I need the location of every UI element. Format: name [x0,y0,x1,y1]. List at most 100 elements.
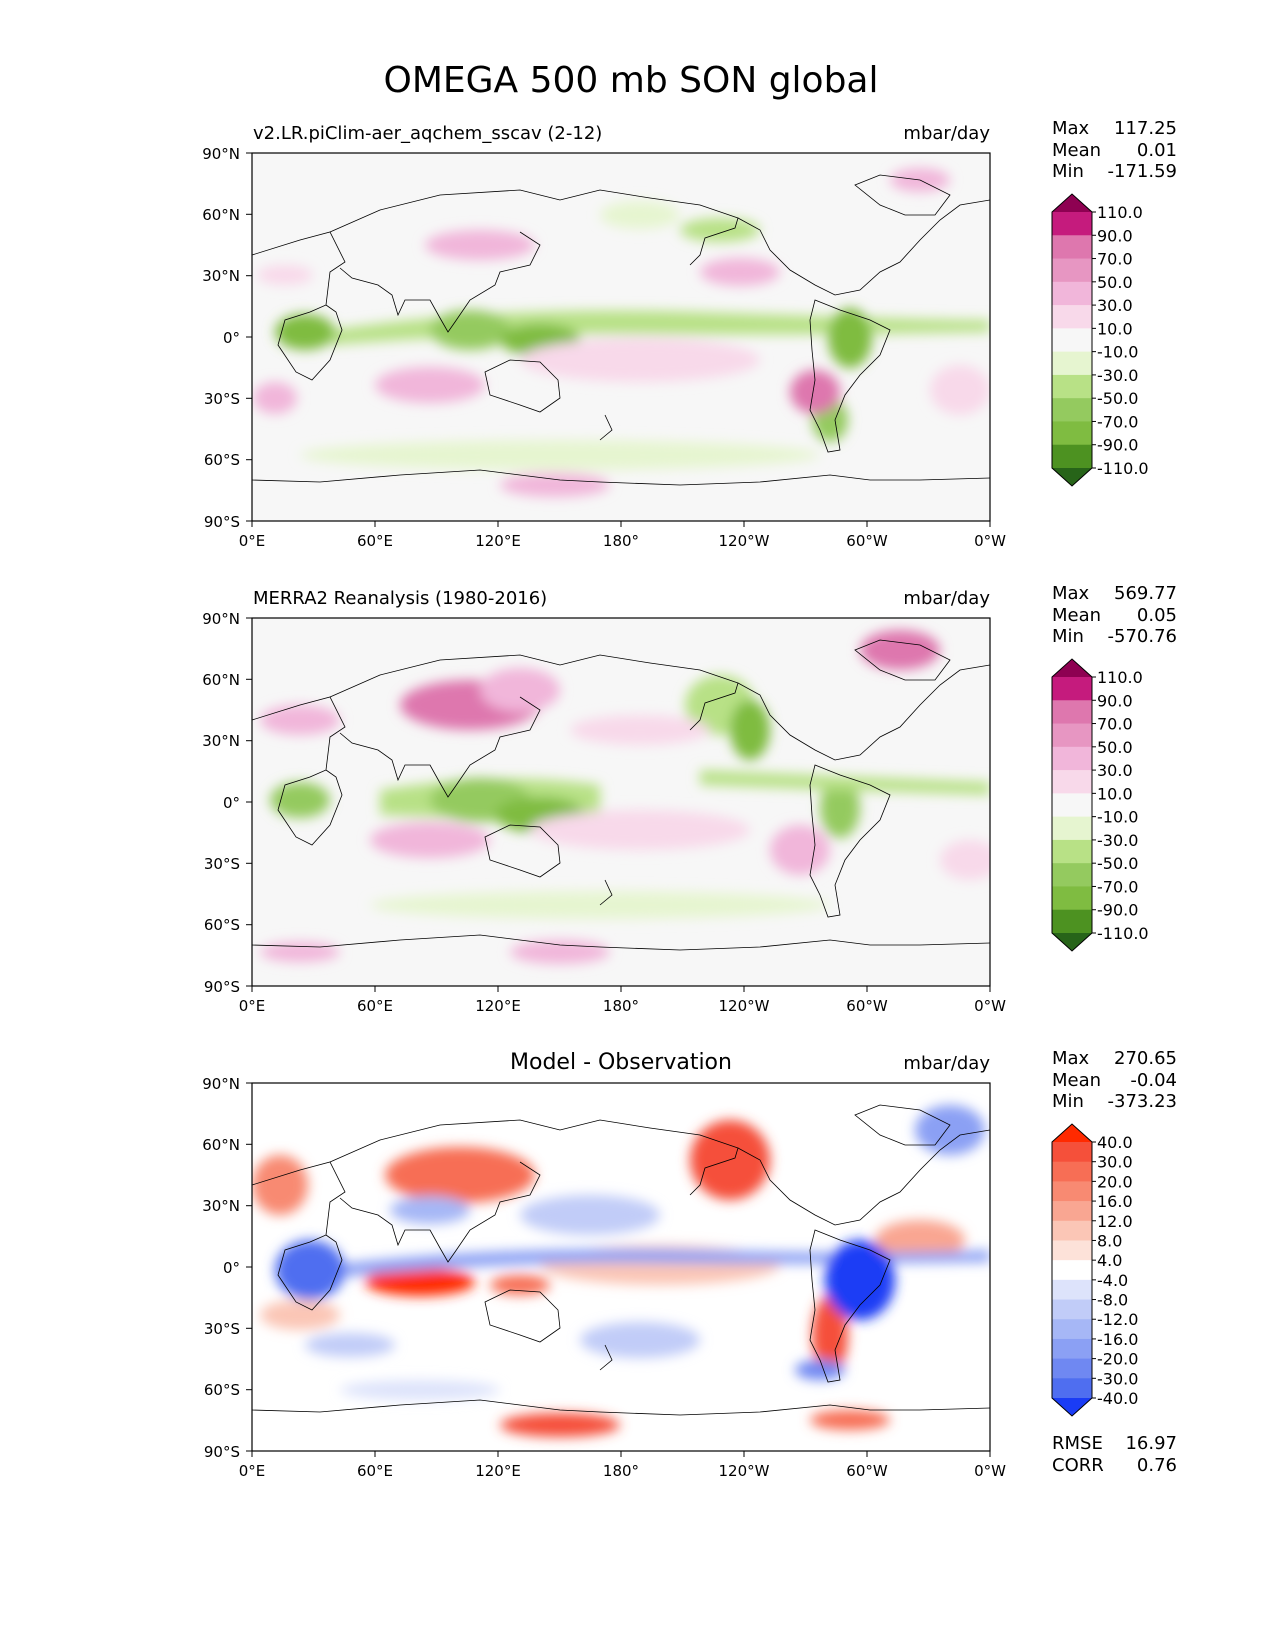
colorbar-segment [1052,328,1092,353]
colorbar-tick-label: -70.0 [1097,877,1138,896]
colorbar-tick-label: -90.0 [1097,436,1138,455]
colorbar-tick-label: -40.0 [1097,1389,1138,1408]
lon-tick-label: 120°W [719,1462,770,1480]
stat-label-corr: CORR [1052,1455,1104,1476]
colorbar-segment [1052,863,1092,887]
colorbar-tick-label: -30.0 [1097,1369,1138,1388]
colorbar-segment [1052,421,1092,446]
stat-value-max: 569.77 [1114,583,1177,604]
panel-observation-lon-ticks: 0°E 60°E 120°E 180° 120°W 60°W 0°W [239,986,1006,1015]
stat-label-max: Max [1052,583,1090,604]
colorbar-segment [1052,746,1092,771]
lat-tick-label: 0° [223,794,240,812]
colorbar-tick-label: 4.0 [1097,1251,1122,1270]
panel-difference-map [252,1083,990,1451]
stat-value-rmse: 16.97 [1125,1433,1177,1454]
lat-tick-label: 0° [223,1259,240,1277]
lat-tick-label: 30°S [204,1320,240,1338]
stat-label-mean: Mean [1052,605,1101,626]
colorbar-segment [1052,374,1092,399]
lat-tick-label: 30°N [202,1197,240,1215]
colorbar-tick-label: 50.0 [1097,273,1133,292]
panel-model: v2.LR.piClim-aer_aqchem_sscav (2-12) mba… [202,118,1177,550]
panel-observation-left-title: MERRA2 Reanalysis (1980-2016) [253,588,547,609]
lon-tick-label: 120°E [475,1462,521,1480]
colorbar-segment [1052,235,1092,260]
lat-tick-label: 60°N [202,1136,240,1154]
stat-label-rmse: RMSE [1052,1433,1103,1454]
stat-label-mean: Mean [1052,140,1101,161]
lon-tick-label: 60°W [846,997,888,1015]
lon-tick-label: 60°E [357,997,393,1015]
colorbar-segment [1052,770,1092,794]
lon-tick-label: 120°W [719,997,770,1015]
stat-value-max: 270.65 [1114,1048,1177,1069]
lon-tick-label: 60°E [357,532,393,550]
colorbar-segment [1052,1358,1092,1379]
colorbar-tick-label: 70.0 [1097,250,1133,269]
panel-observation: MERRA2 Reanalysis (1980-2016) mbar/day [202,583,1177,1015]
colorbar-tick-label: 16.0 [1097,1192,1133,1211]
lat-tick-label: 90°N [202,145,240,163]
colorbar-segment [1052,1201,1092,1222]
colorbar-tick-label: 90.0 [1097,691,1133,710]
colorbar-tick-label: 110.0 [1097,668,1143,687]
panel-observation-units: mbar/day [903,588,990,609]
colorbar-tick-label: -10.0 [1097,343,1138,362]
lat-tick-label: 30°S [204,390,240,408]
lat-tick-label: 90°N [202,1075,240,1093]
colorbar-tick-label: -20.0 [1097,1350,1138,1369]
lat-tick-label: 60°S [204,451,240,469]
colorbar-segment [1052,1338,1092,1360]
stat-value-min: -570.76 [1108,626,1177,647]
colorbar-tick-label: -10.0 [1097,808,1138,827]
panel-model-stats: Max 117.25 Mean 0.01 Min -171.59 [1052,118,1177,182]
panel-observation-map [252,618,990,986]
figure-title: OMEGA 500 mb SON global [384,60,879,101]
colorbar-tick-label: 50.0 [1097,738,1133,757]
colorbar-tick-label: -8.0 [1097,1291,1128,1310]
stat-value-mean: 0.01 [1137,140,1177,161]
colorbar-tick-label: -110.0 [1097,459,1149,478]
lon-tick-label: 120°E [475,532,521,550]
stat-value-min: -373.23 [1108,1091,1177,1112]
lat-tick-label: 90°S [204,513,240,531]
colorbar-segment [1052,1181,1092,1202]
colorbar-tick-label: 30.0 [1097,296,1133,315]
colorbar-tick-label: 8.0 [1097,1231,1122,1250]
colorbar-segment [1052,398,1092,422]
colorbar-tick-label: -70.0 [1097,412,1138,431]
panel-difference-center-title: Model - Observation [510,1050,732,1075]
colorbar-tick-label: -50.0 [1097,854,1138,873]
colorbar-segment [1052,1299,1092,1320]
colorbar-segment [1052,886,1092,911]
colorbar-tick-label: 10.0 [1097,319,1133,338]
panel-difference-units: mbar/day [903,1053,990,1074]
stat-label-max: Max [1052,118,1090,139]
panel-difference: Model - Observation mbar/day [202,1048,1177,1480]
colorbar-tick-label: 10.0 [1097,784,1133,803]
colorbar-tick-label: -30.0 [1097,831,1138,850]
colorbar-tick-label: 12.0 [1097,1212,1133,1231]
colorbar-segment [1052,1378,1092,1399]
colorbar-tick-label: -90.0 [1097,901,1138,920]
colorbar-extend-max [1052,1124,1092,1142]
colorbar-segment [1052,281,1092,306]
colorbar-extend-min [1052,933,1092,951]
colorbar-segment [1052,1319,1092,1340]
colorbar-extend-min [1052,1398,1092,1416]
panel-difference-lat-ticks: 90°N 60°N 30°N 0° 30°S 60°S 90°S [202,1075,252,1461]
panel-model-left-title: v2.LR.piClim-aer_aqchem_sscav (2-12) [253,123,602,144]
lat-tick-label: 60°N [202,206,240,224]
colorbar-segment [1052,351,1092,376]
lon-tick-label: 180° [603,532,639,550]
lon-tick-label: 0°E [239,532,266,550]
lon-tick-label: 60°W [846,1462,888,1480]
lon-tick-label: 180° [603,1462,639,1480]
colorbar-tick-label: -4.0 [1097,1271,1128,1290]
colorbar-segment [1052,793,1092,818]
panel-difference-colorbar: 40.030.020.016.012.08.04.0-4.0-8.0-12.0-… [1051,1123,1138,1417]
colorbar-tick-label: 110.0 [1097,203,1143,222]
lon-tick-label: 0°E [239,1462,266,1480]
colorbar-tick-label: 30.0 [1097,1153,1133,1172]
